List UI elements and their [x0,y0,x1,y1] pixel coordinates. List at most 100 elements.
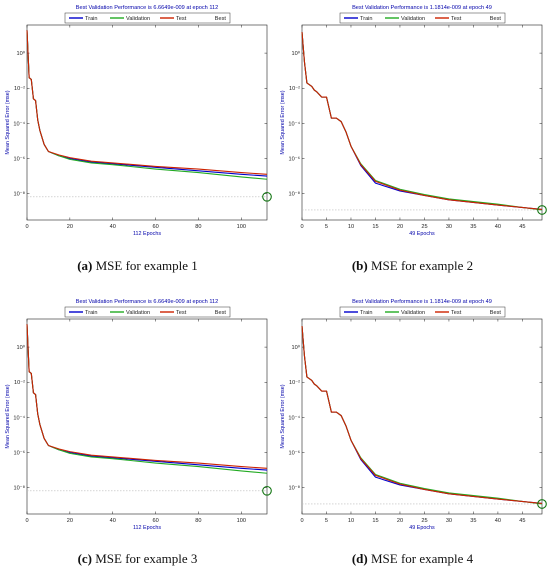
y-axis-label: Mean Squared Error (mse) [280,90,286,154]
y-tick-label: 10⁻⁴ [288,414,300,421]
caption-text-d: MSE for example 4 [370,551,474,566]
best-marker [537,499,547,509]
chart-title: Best Validation Performance is 6.6649e-0… [76,5,219,11]
x-tick-label: 45 [519,518,525,524]
caption-letter-d: (d) [351,551,368,566]
chart-panel-b: Best Validation Performance is 1.1814e-0… [275,0,550,286]
caption-letter-c: (c) [77,551,92,566]
chart-caption-b: (b) MSE for example 2 [275,258,550,274]
y-tick-label: 10⁰ [292,50,301,57]
legend-label-train: Train [360,16,373,22]
y-tick-label: 10⁻⁸ [288,191,300,198]
x-tick-label: 60 [152,518,158,524]
legend-box [64,306,231,318]
caption-text-b: MSE for example 2 [370,258,474,273]
chart-caption-d: (d) MSE for example 4 [275,551,550,567]
chart-panel-d: Best Validation Performance is 1.1814e-0… [275,294,550,572]
x-tick-label: 0 [300,224,303,230]
plot-frame [26,24,268,221]
x-tick-label: 20 [67,224,73,230]
series-line-test [301,325,543,505]
x-tick-label: 25 [421,224,427,230]
series-line-test [301,31,543,211]
y-tick-label: 10⁰ [292,344,301,351]
y-tick-label: 10⁻⁶ [14,450,25,457]
best-marker [262,485,272,496]
x-axis-label: 49 Epochs [409,231,435,237]
caption-letter-a: (a) [77,258,93,273]
x-tick-label: 5 [325,224,328,230]
x-tick-label: 80 [195,224,201,230]
legend-box [339,12,506,24]
legend-label-best: Best [490,310,502,316]
x-tick-label: 40 [495,518,501,524]
y-tick-label: 10⁻⁴ [288,120,300,127]
y-tick-label: 10⁻⁸ [288,485,300,492]
legend-box [339,306,506,318]
best-marker [537,205,547,215]
caption-text-a: MSE for example 1 [95,258,198,273]
x-tick-label: 100 [237,224,246,230]
chart-svg-b: Best Validation Performance is 1.1814e-0… [280,5,547,237]
x-tick-label: 0 [25,518,28,524]
y-tick-label: 10⁰ [17,344,26,351]
y-axis-label: Mean Squared Error (mse) [280,384,286,448]
y-tick-label: 10⁻⁶ [289,450,300,457]
legend-label-validation: Validation [126,310,150,316]
chart-title: Best Validation Performance is 6.6649e-0… [76,299,219,305]
chart-svg-a: Best Validation Performance is 6.6649e-0… [5,5,272,237]
x-tick-label: 5 [325,518,328,524]
legend-label-validation: Validation [126,16,150,22]
legend-label-best: Best [490,16,502,22]
x-tick-label: 10 [348,518,354,524]
x-tick-label: 10 [348,224,354,230]
chart-title: Best Validation Performance is 1.1814e-0… [352,299,492,305]
best-marker [262,191,272,202]
x-tick-label: 40 [110,224,116,230]
x-tick-label: 40 [495,224,501,230]
y-tick-label: 10⁻⁴ [13,120,25,127]
legend-box [64,12,231,24]
x-tick-label: 40 [110,518,116,524]
plot-frame [301,24,543,221]
x-tick-label: 20 [67,518,73,524]
legend-label-validation: Validation [401,16,425,22]
x-tick-label: 15 [372,518,378,524]
chart-caption-a: (a) MSE for example 1 [0,258,275,274]
x-tick-label: 45 [519,224,525,230]
y-axis-label: Mean Squared Error (mse) [5,384,11,448]
y-tick-label: 10⁻² [14,86,25,92]
y-tick-label: 10⁰ [17,50,26,57]
legend-label-validation: Validation [401,310,425,316]
chart-svg-c: Best Validation Performance is 6.6649e-0… [5,299,272,531]
y-tick-label: 10⁻⁶ [14,156,25,163]
chart-panel-a: Best Validation Performance is 6.6649e-0… [0,0,275,286]
x-tick-label: 30 [446,224,452,230]
x-tick-label: 30 [446,518,452,524]
x-tick-label: 20 [397,224,403,230]
x-tick-label: 60 [152,224,158,230]
legend-label-train: Train [360,310,373,316]
y-tick-label: 10⁻² [14,380,25,386]
chart-svg-d: Best Validation Performance is 1.1814e-0… [280,299,547,531]
caption-text-c: MSE for example 3 [95,551,198,566]
x-tick-label: 15 [372,224,378,230]
chart-title: Best Validation Performance is 1.1814e-0… [352,5,492,11]
y-tick-label: 10⁻⁸ [13,485,25,492]
y-tick-label: 10⁻² [289,380,300,386]
x-axis-label: 112 Epochs [133,231,161,237]
x-tick-label: 0 [25,224,28,230]
series-line-test [26,324,268,469]
y-tick-label: 10⁻⁸ [13,191,25,198]
chart-caption-c: (c) MSE for example 3 [0,551,275,567]
plot-frame [26,318,268,515]
x-tick-label: 35 [470,518,476,524]
legend-label-best: Best [215,16,227,22]
chart-panel-c: Best Validation Performance is 6.6649e-0… [0,294,275,572]
legend-label-test: Test [176,16,187,22]
x-tick-label: 35 [470,224,476,230]
x-axis-label: 49 Epochs [409,525,435,531]
legend-label-train: Train [85,310,98,316]
legend-label-train: Train [85,16,98,22]
x-axis-label: 112 Epochs [133,525,161,531]
